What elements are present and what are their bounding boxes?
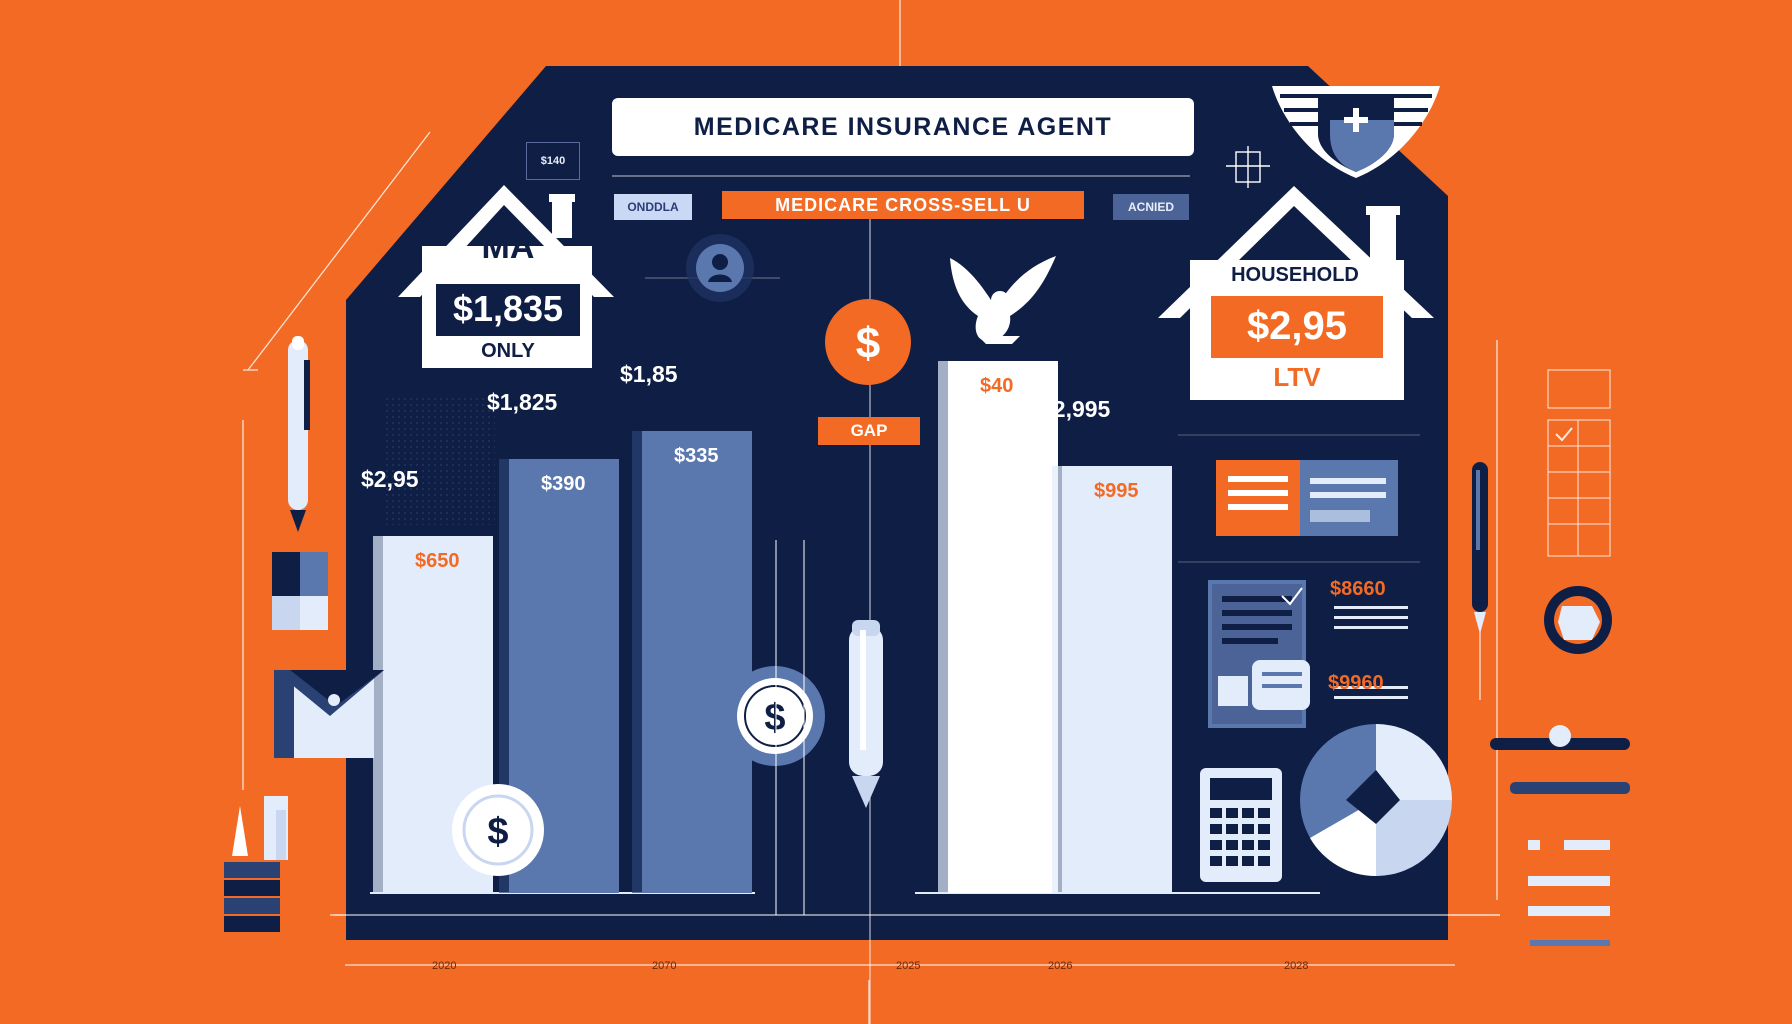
x-tick-1: 2070: [652, 960, 677, 972]
svg-text:$: $: [856, 319, 880, 368]
house-right: [1158, 186, 1434, 400]
price-tag-chip: $140: [526, 142, 580, 180]
bar-top-label-0: $2,95: [361, 466, 419, 492]
house-left-heading: MA: [481, 228, 535, 266]
x-tick-3: 2026: [1048, 960, 1073, 972]
person-badge-icon: [686, 234, 754, 302]
bar-group: [373, 361, 1172, 893]
svg-text:$: $: [487, 811, 508, 853]
house-right-heading-1: FULL: [1269, 240, 1321, 262]
dove-icon: [950, 256, 1056, 344]
bar-3: [948, 361, 1058, 893]
bar-value-label-4: $995: [1094, 480, 1139, 502]
pie-chart-icon: [1300, 724, 1452, 877]
document-icon: [1208, 580, 1310, 728]
bar-value-label-2: $335: [674, 445, 719, 467]
dollar-coin-icon: $: [825, 299, 911, 385]
crosshair-icon: [1226, 146, 1270, 188]
shield-plus-icon: [1272, 86, 1440, 178]
bar-side-4: [1052, 466, 1062, 893]
checklist-icon: [1547, 369, 1611, 557]
subtitle-banner: MEDICARE CROSS-SELL U: [722, 191, 1084, 219]
gap-markers: [775, 540, 805, 915]
pen-left-icon: [288, 336, 310, 532]
main-panel: [346, 66, 1448, 940]
svg-text:$: $: [764, 697, 785, 739]
bar-top-label-2: $1,85: [620, 361, 678, 387]
house-left: [398, 185, 614, 368]
house-left-amount: $1,835: [452, 288, 564, 329]
gap-label: GAP: [818, 417, 920, 445]
x-tick-2: 2025: [896, 960, 921, 972]
house-right-heading-2: HOUSEHOLD: [1231, 264, 1359, 286]
x-tick-4: 2028: [1284, 960, 1309, 972]
coin-mid-icon: $: [725, 666, 825, 766]
house-left-caption: ONLY: [481, 340, 535, 362]
side-lines: [1334, 606, 1408, 699]
x-tick-0: 2020: [432, 960, 457, 972]
bar-value-label-0: $650: [415, 550, 460, 572]
side-value-2: $9960: [1328, 672, 1384, 694]
house-right-caption: LTV: [1273, 362, 1321, 392]
house-right-amount: $2,95: [1246, 304, 1348, 348]
bar-value-label-3: $40: [980, 375, 1014, 397]
pen-center-icon: [849, 620, 883, 808]
stacked-blocks-icon: [224, 796, 288, 932]
coupon-card-icon: [1216, 460, 1398, 536]
bar-side-2: [632, 431, 642, 893]
bar-side-0: [373, 536, 383, 893]
side-value-1: $8660: [1330, 578, 1386, 600]
coin-left-icon: $: [452, 784, 544, 876]
status-chip-left: ONDDLA: [614, 194, 692, 220]
page-title: MEDICARE INSURANCE AGENT: [612, 98, 1194, 156]
bar-side-3: [938, 361, 948, 893]
bar-value-label-1: $390: [541, 473, 586, 495]
pen-right-icon: [1472, 462, 1488, 634]
bar-side-1: [499, 459, 509, 893]
ring-icon: [1544, 586, 1612, 654]
syringe-icons: [1490, 725, 1630, 946]
calculator-icon: [1200, 768, 1282, 882]
envelope-icon: [274, 670, 384, 758]
bar-top-label-4: $2,995: [1040, 396, 1111, 422]
status-chip-right: ACNIED: [1113, 194, 1189, 220]
bar-top-label-1: $1,825: [487, 389, 558, 415]
bar-2: [642, 431, 752, 893]
bar-4: [1062, 466, 1172, 893]
bar-halos: [385, 395, 495, 525]
box-icon: [272, 552, 328, 630]
